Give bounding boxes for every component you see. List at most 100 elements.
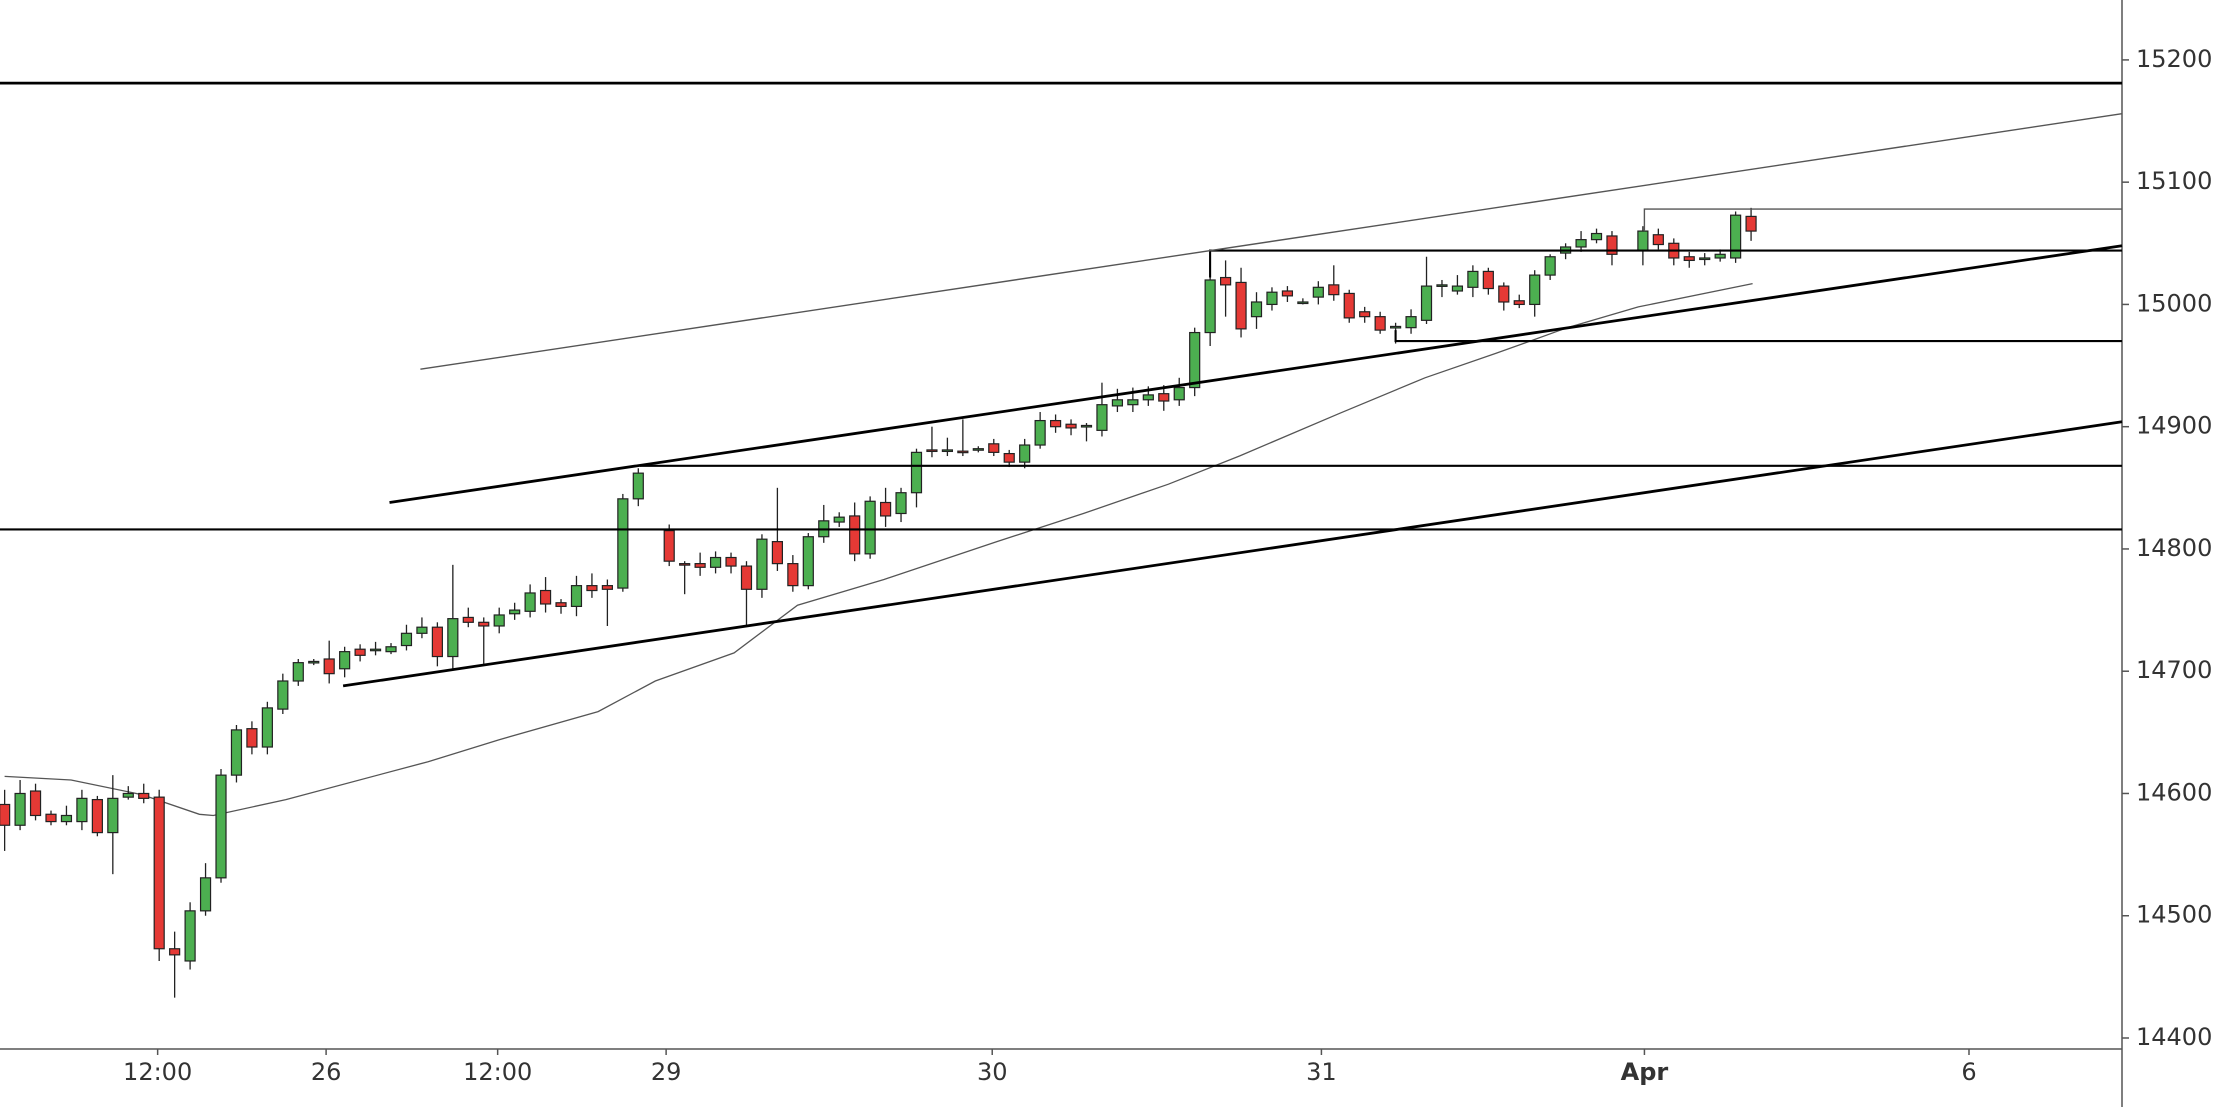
candle-body	[215, 774, 227, 879]
candle-body	[1652, 234, 1664, 246]
candle-body	[910, 451, 923, 494]
candle-body	[941, 449, 954, 453]
candle-body	[76, 797, 88, 823]
candle-body	[833, 516, 845, 523]
candle-body	[493, 614, 505, 627]
candle-body	[1637, 230, 1649, 252]
x-tick-label: 6	[1961, 1058, 1976, 1086]
drawn-line	[1643, 208, 2122, 232]
candle-body	[462, 616, 474, 623]
candle-body	[1219, 276, 1232, 286]
candle-body	[1003, 452, 1015, 463]
candle-body	[926, 449, 938, 453]
candle-body	[1328, 284, 1340, 296]
candle-body	[45, 813, 57, 823]
candle-body	[107, 797, 119, 834]
candle-body	[354, 648, 366, 656]
candle-body	[570, 585, 583, 608]
candle-body	[1065, 423, 1077, 429]
candle-body	[1266, 291, 1278, 306]
candle-body	[1142, 394, 1154, 401]
candle-body	[1420, 285, 1433, 321]
candle-body	[400, 632, 413, 647]
candle-body	[1575, 239, 1587, 248]
candle-body	[539, 589, 552, 605]
candle-body	[1467, 270, 1479, 288]
candle-body	[1158, 393, 1170, 402]
candle-body	[988, 443, 1000, 453]
y-tick-label: 14600	[2136, 778, 2212, 806]
candle-body	[694, 563, 706, 568]
candle-body	[1374, 316, 1386, 331]
y-tick-label: 14900	[2136, 412, 2212, 440]
candle-body	[1436, 284, 1448, 287]
candle-body	[261, 707, 273, 748]
candle-body	[1590, 232, 1603, 241]
candle-body	[879, 501, 892, 517]
candle-body	[740, 565, 753, 590]
candle-body	[1745, 215, 1757, 232]
drawn-line	[1394, 330, 2122, 343]
candle-body	[1127, 399, 1139, 406]
x-tick-label: Apr	[1621, 1058, 1669, 1086]
candle-body	[1080, 424, 1093, 428]
drawn-line	[342, 420, 2123, 688]
candle-body	[1173, 386, 1185, 401]
candle-body	[849, 515, 861, 555]
candle-body	[1019, 444, 1031, 463]
candle-body	[416, 626, 428, 634]
x-tick-label: 12:00	[463, 1058, 532, 1086]
candle-body	[1297, 301, 1309, 305]
candle-body	[1034, 419, 1046, 446]
candle-body	[617, 498, 629, 589]
candle-body	[184, 910, 196, 962]
candle-body	[1235, 281, 1247, 330]
candle-body	[1359, 311, 1371, 318]
candle-body	[1714, 253, 1726, 259]
candle-body	[895, 492, 907, 515]
candle-body	[802, 536, 814, 587]
candle-body	[756, 538, 768, 590]
candle-body	[385, 646, 397, 653]
candle-body	[122, 792, 134, 798]
candle-body	[1405, 316, 1417, 329]
candle-body	[14, 792, 26, 826]
candle-body	[1312, 286, 1324, 298]
candle-body	[509, 609, 521, 615]
candle-body	[1189, 331, 1201, 389]
candle-body	[29, 790, 42, 817]
candle-body	[1343, 292, 1355, 319]
candle-body	[864, 500, 876, 555]
moving-average	[4, 282, 1753, 817]
y-tick-label: 15100	[2136, 167, 2212, 195]
candle-body	[246, 728, 258, 748]
candle-body	[1482, 270, 1494, 290]
candle-body	[663, 530, 675, 562]
candle-body	[199, 877, 212, 912]
candle-body	[1250, 301, 1263, 318]
candle-body	[169, 948, 181, 956]
candle-body	[60, 814, 73, 823]
candle-body	[431, 626, 443, 658]
y-tick-label: 14700	[2136, 656, 2212, 684]
x-tick-label: 30	[977, 1058, 1008, 1086]
candle-body	[1451, 285, 1464, 292]
candle-body	[1544, 256, 1556, 276]
candle-body	[292, 662, 304, 682]
y-tick-label: 14800	[2136, 534, 2212, 562]
candle-body	[1204, 279, 1216, 334]
y-tick-label: 15000	[2136, 289, 2212, 317]
candle-body	[1529, 274, 1541, 306]
candle-body	[787, 563, 799, 587]
candle-body	[1606, 235, 1618, 255]
drawn-line	[389, 244, 2123, 504]
candle-body	[679, 563, 691, 566]
candle-body	[1111, 399, 1124, 407]
candle-body	[230, 729, 243, 776]
candle-body	[1281, 290, 1294, 297]
candle-body	[478, 621, 490, 627]
candle-body	[0, 803, 11, 826]
candle-body	[1699, 257, 1711, 261]
